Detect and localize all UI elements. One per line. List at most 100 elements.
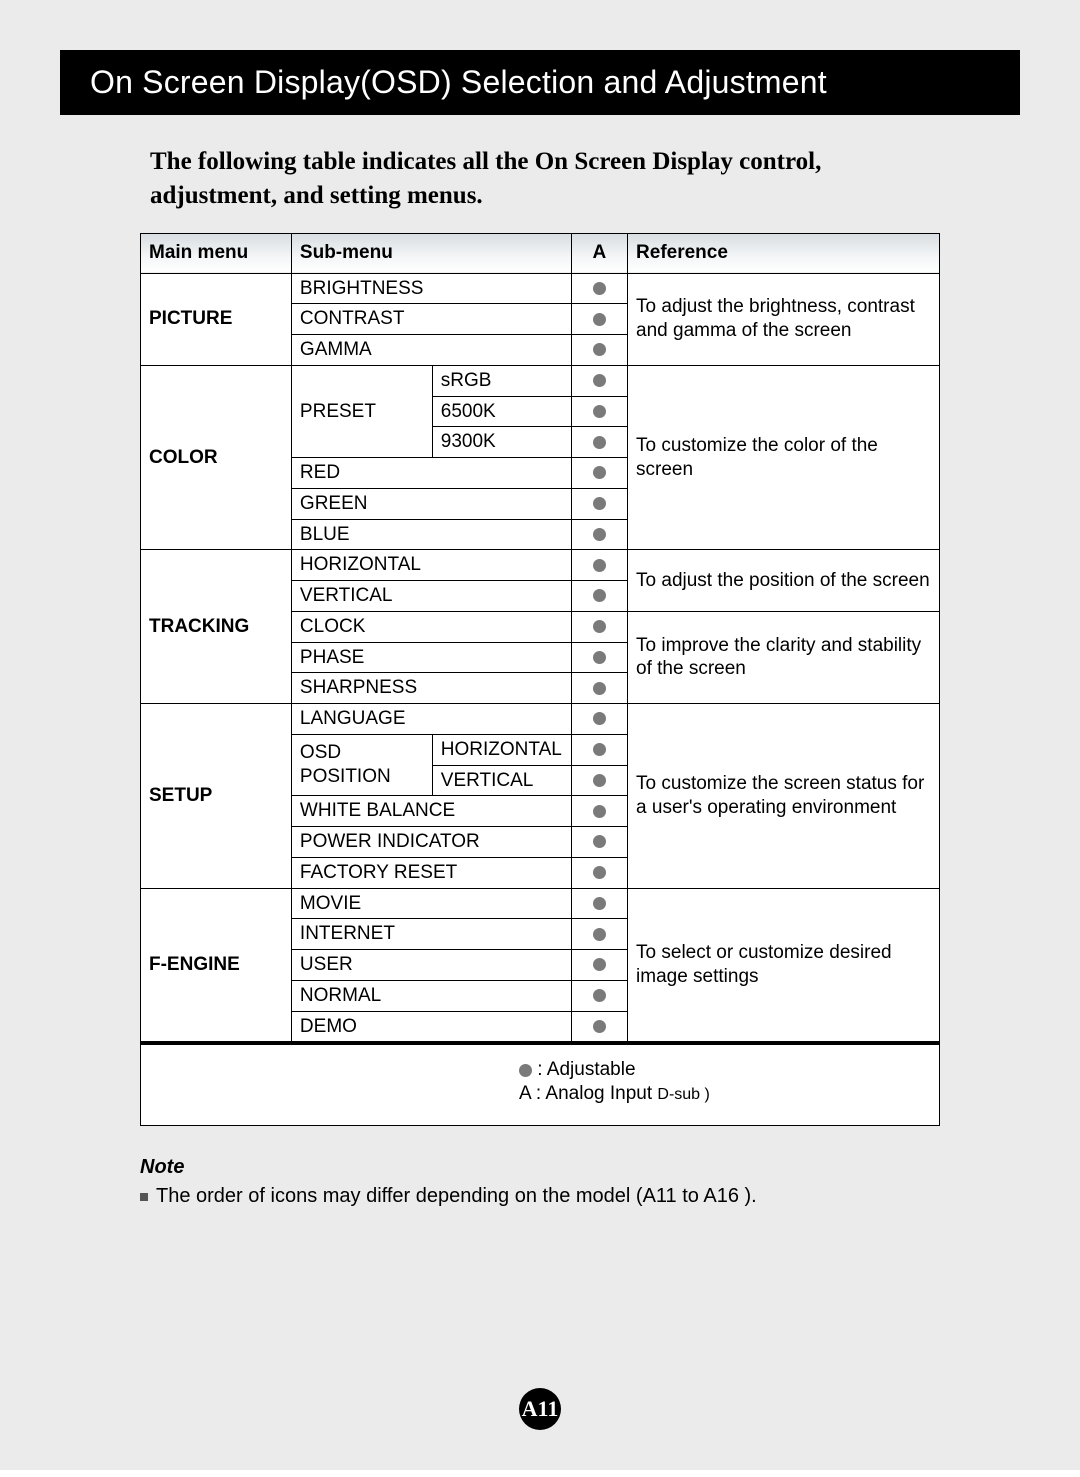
adjustable-dot-icon [593,989,606,1002]
adjustable-dot-icon [593,313,606,326]
legend-box: : Adjustable A : Analog Input D-sub ) [140,1042,940,1126]
adjustable-dot-icon [593,343,606,356]
main-fengine: F-ENGINE [141,888,292,1042]
dot-cell [571,734,627,765]
page-number: A11 [519,1388,561,1430]
adjustable-dot-icon [593,712,606,725]
osd-table-wrap: Main menu Sub-menu A Reference PICTURE B… [140,233,940,1127]
adjustable-dot-icon [519,1064,532,1077]
dot-cell [571,827,627,858]
table-row: TRACKING HORIZONTAL To adjust the positi… [141,550,940,581]
dot-cell [571,550,627,581]
osd-table: Main menu Sub-menu A Reference PICTURE B… [140,233,940,1043]
adjustable-dot-icon [593,559,606,572]
col-main: Main menu [141,233,292,273]
sub-osd-position: OSD POSITION [291,734,432,796]
table-row: COLOR PRESET sRGB To customize the color… [141,365,940,396]
adjustable-dot-icon [593,743,606,756]
adjustable-dot-icon [593,436,606,449]
dot-cell [571,581,627,612]
sub-factory-reset: FACTORY RESET [291,857,571,888]
dot-cell [571,335,627,366]
dot-cell [571,304,627,335]
dot-cell [571,396,627,427]
legend-adjustable: : Adjustable [519,1059,931,1081]
intro-paragraph: The following table indicates all the On… [60,115,1020,233]
note-block: Note The order of icons may differ depen… [140,1156,940,1208]
dot-cell [571,673,627,704]
sub-6500k: 6500K [432,396,571,427]
adjustable-dot-icon [593,1020,606,1033]
adjustable-dot-icon [593,682,606,695]
dot-cell [571,765,627,796]
square-bullet-icon [140,1193,148,1201]
sub-clock: CLOCK [291,611,571,642]
note-line: The order of icons may differ depending … [140,1185,940,1208]
adjustable-dot-icon [593,805,606,818]
col-a: A [571,233,627,273]
adjustable-dot-icon [593,928,606,941]
dot-cell [571,642,627,673]
dot-cell [571,704,627,735]
table-row: PICTURE BRIGHTNESS To adjust the brightn… [141,273,940,304]
table-row: F-ENGINE MOVIE To select or customize de… [141,888,940,919]
note-title: Note [140,1156,940,1179]
dot-cell [571,519,627,550]
ref-fengine: To select or customize desired image set… [628,888,940,1042]
legend-analog: A : Analog Input D-sub ) [519,1083,931,1105]
dot-cell [571,857,627,888]
main-tracking: TRACKING [141,550,292,704]
adjustable-dot-icon [593,589,606,602]
dot-cell [571,611,627,642]
sub-user: USER [291,950,571,981]
main-color: COLOR [141,365,292,550]
sub-9300k: 9300K [432,427,571,458]
adjustable-dot-icon [593,497,606,510]
sub-red: RED [291,458,571,489]
sub-osd-h: HORIZONTAL [432,734,571,765]
ref-tracking-clarity: To improve the clarity and stability of … [628,611,940,703]
adjustable-dot-icon [593,958,606,971]
adjustable-dot-icon [593,651,606,664]
note-text: The order of icons may differ depending … [156,1185,757,1207]
sub-vertical: VERTICAL [291,581,571,612]
sub-sharpness: SHARPNESS [291,673,571,704]
main-setup: SETUP [141,704,292,889]
ref-setup: To customize the screen status for a use… [628,704,940,889]
sub-internet: INTERNET [291,919,571,950]
sub-blue: BLUE [291,519,571,550]
table-header-row: Main menu Sub-menu A Reference [141,233,940,273]
col-sub: Sub-menu [291,233,571,273]
sub-white-balance: WHITE BALANCE [291,796,571,827]
sub-normal: NORMAL [291,980,571,1011]
dot-cell [571,980,627,1011]
page-title: On Screen Display(OSD) Selection and Adj… [90,64,827,100]
adjustable-dot-icon [593,466,606,479]
main-picture: PICTURE [141,273,292,365]
dot-cell [571,273,627,304]
dot-cell [571,950,627,981]
sub-movie: MOVIE [291,888,571,919]
page-number-wrap: A11 [60,1388,1020,1430]
adjustable-dot-icon [593,835,606,848]
col-ref: Reference [628,233,940,273]
table-row: SETUP LANGUAGE To customize the screen s… [141,704,940,735]
dot-cell [571,1011,627,1042]
dot-cell [571,427,627,458]
sub-power-indicator: POWER INDICATOR [291,827,571,858]
sub-horizontal: HORIZONTAL [291,550,571,581]
sub-language: LANGUAGE [291,704,571,735]
sub-gamma: GAMMA [291,335,571,366]
dot-cell [571,888,627,919]
dot-cell [571,488,627,519]
adjustable-dot-icon [593,405,606,418]
adjustable-dot-icon [593,897,606,910]
adjustable-dot-icon [593,374,606,387]
sub-green: GREEN [291,488,571,519]
sub-brightness: BRIGHTNESS [291,273,571,304]
sub-phase: PHASE [291,642,571,673]
sub-osd-v: VERTICAL [432,765,571,796]
adjustable-dot-icon [593,528,606,541]
adjustable-dot-icon [593,866,606,879]
sub-contrast: CONTRAST [291,304,571,335]
